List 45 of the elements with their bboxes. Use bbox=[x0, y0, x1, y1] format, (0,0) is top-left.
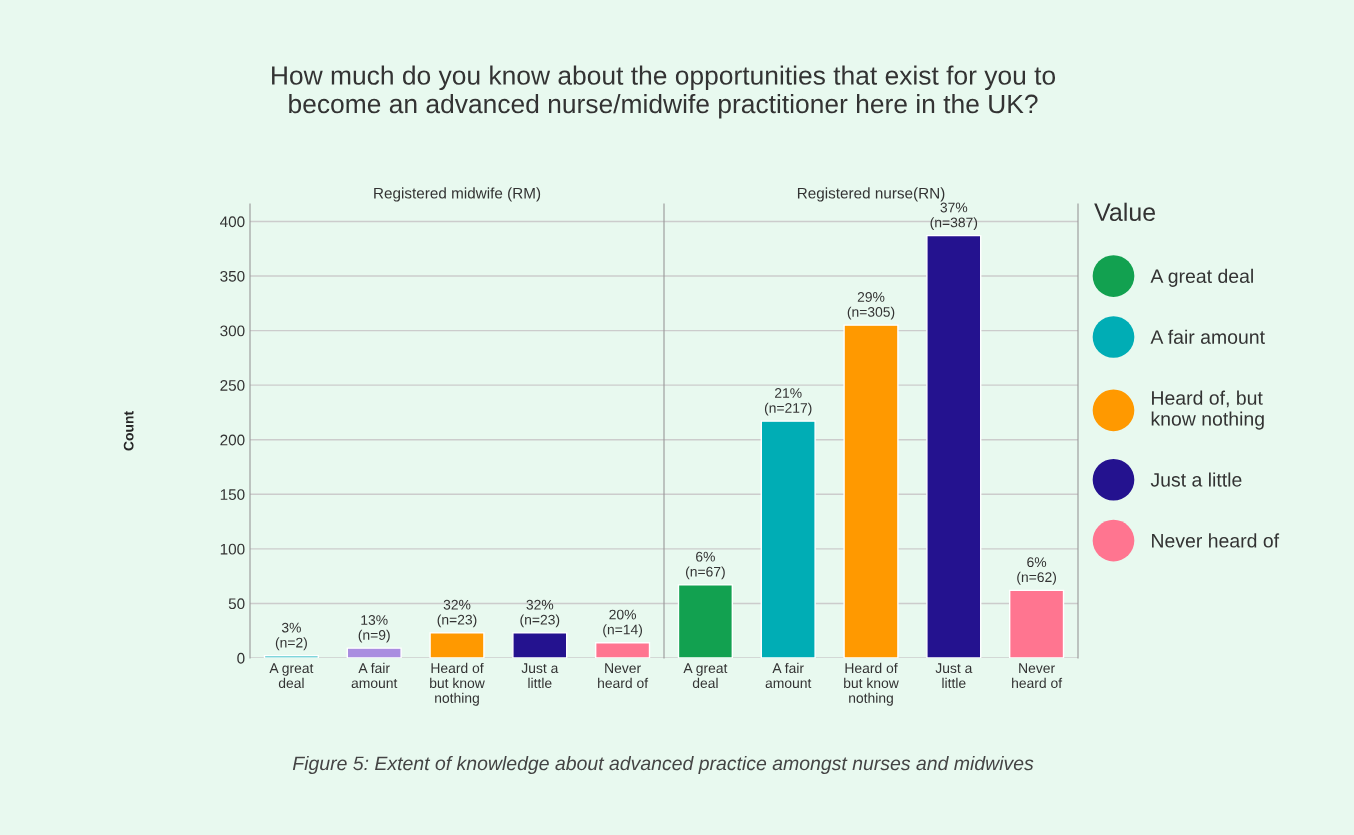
x-tick-label: Just a little bbox=[935, 663, 973, 689]
data-label: 29% (n=305) bbox=[847, 292, 895, 320]
x-tick-label: A fair amount bbox=[765, 662, 812, 689]
data-label: 3% (n=2) bbox=[275, 622, 307, 651]
data-label: 32% (n=23) bbox=[437, 599, 477, 628]
bar bbox=[346, 647, 402, 658]
bar bbox=[594, 642, 651, 658]
y-tick-label: 300 bbox=[220, 325, 245, 337]
legend-label: A fair amount bbox=[1150, 329, 1265, 344]
x-tick-label: Never heard of bbox=[1012, 663, 1063, 689]
y-tick-label: 250 bbox=[220, 380, 245, 391]
chart-subtitle: Registered nurse(RN) bbox=[797, 187, 945, 202]
y-tick-label: 100 bbox=[220, 543, 245, 555]
bar bbox=[512, 632, 568, 658]
x-tick-label: Heard of but know nothing bbox=[430, 662, 485, 706]
x-tick-label: A fair amount bbox=[351, 662, 398, 689]
bar bbox=[263, 655, 320, 658]
bar bbox=[429, 632, 485, 658]
y-axis-title: Count bbox=[123, 411, 134, 451]
legend-label: Heard of, but know nothing bbox=[1151, 390, 1264, 430]
x-tick-label: Just a little bbox=[521, 663, 559, 689]
data-label: 6% (n=67) bbox=[686, 551, 725, 580]
legend-label: Just a little bbox=[1150, 472, 1242, 487]
x-tick-label: A great deal bbox=[683, 663, 728, 689]
x-tick-label: Heard of but know nothing bbox=[844, 662, 899, 706]
data-label: 21% (n=217) bbox=[764, 388, 812, 416]
legend-title: Value bbox=[1094, 202, 1156, 222]
caption: Figure 5: Extent of knowledge about advanced practice amongst nurses and midwives bbox=[292, 755, 1034, 775]
y-tick-label: 50 bbox=[228, 598, 245, 610]
y-tick-label: 200 bbox=[220, 434, 245, 446]
legend-label: A great deal bbox=[1150, 268, 1253, 287]
data-label: 37% (n=387) bbox=[930, 202, 978, 231]
x-tick-label: Never heard of bbox=[598, 663, 649, 689]
legend-label: Never heard of bbox=[1152, 533, 1280, 548]
y-tick-label: 350 bbox=[220, 270, 245, 282]
x-tick-label: A great deal bbox=[269, 663, 314, 689]
y-tick-label: 150 bbox=[220, 489, 245, 500]
chart-subtitle: Registered midwife (RM) bbox=[374, 187, 541, 202]
data-label: 13% (n=9) bbox=[358, 615, 390, 643]
y-tick-label: 0 bbox=[237, 652, 245, 664]
y-tick-label: 400 bbox=[220, 216, 245, 228]
data-label: 32% (n=23) bbox=[520, 599, 560, 628]
data-label: 20% (n=14) bbox=[603, 609, 643, 638]
chart-title: How much do you know about the opportunities that exist for you to become an advanced nurse/midwife practitioner here in the UK? bbox=[272, 65, 1056, 119]
data-label: 6% (n=62) bbox=[1017, 557, 1057, 585]
